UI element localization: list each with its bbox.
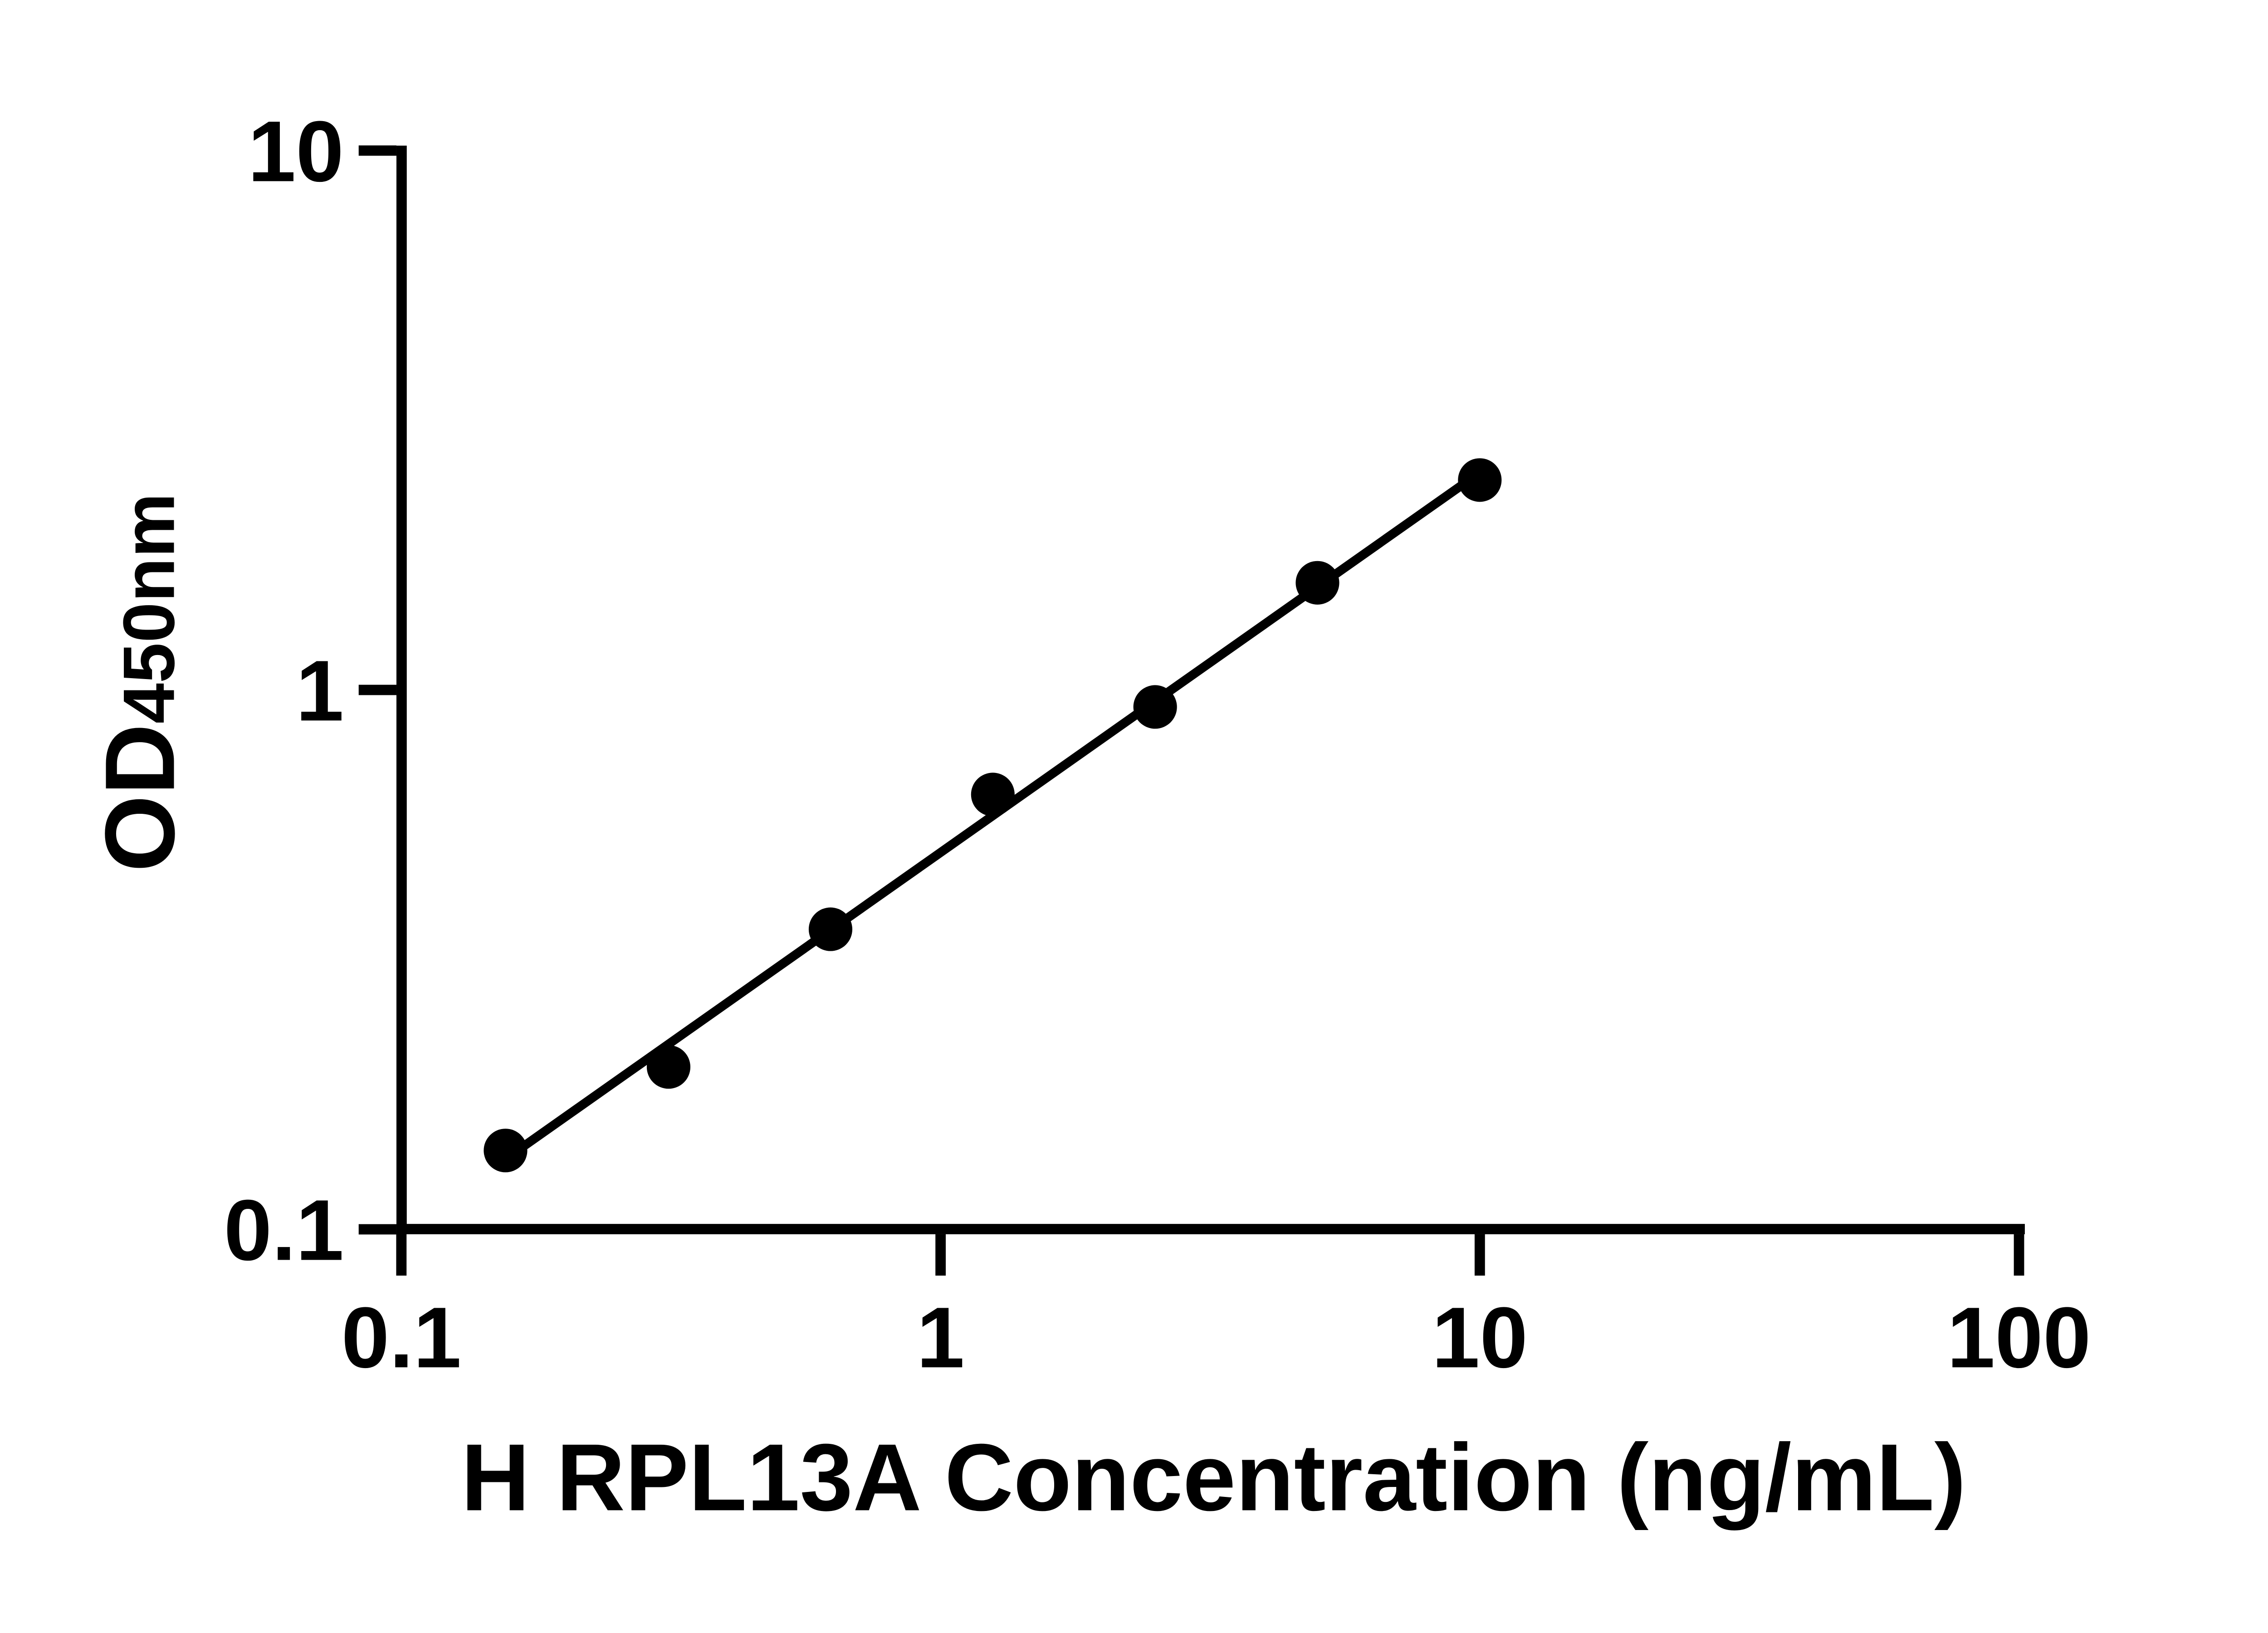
axis-ticks bbox=[358, 145, 2024, 1276]
x-tick bbox=[396, 1234, 407, 1276]
x-tick-label: 0.1 bbox=[342, 1290, 461, 1386]
data-point bbox=[1458, 458, 1502, 502]
y-axis-line bbox=[396, 146, 407, 1234]
y-tick-label: 0.1 bbox=[224, 1182, 344, 1278]
y-tick bbox=[358, 684, 396, 695]
data-point bbox=[484, 1129, 528, 1173]
y-tick-label: 1 bbox=[296, 643, 344, 739]
y-axis-title-main: OD bbox=[85, 724, 195, 872]
y-tick bbox=[358, 1224, 396, 1235]
tick-labels: 10 1 0.1 0.1 1 10 100 bbox=[224, 103, 2091, 1386]
y-axis-title: OD450nm bbox=[85, 493, 195, 872]
axes bbox=[396, 146, 2025, 1234]
data-point bbox=[808, 907, 853, 951]
x-tick-label: 100 bbox=[1947, 1290, 2091, 1386]
x-tick bbox=[2014, 1234, 2024, 1276]
y-tick bbox=[358, 145, 396, 156]
data-point bbox=[1295, 561, 1339, 605]
x-axis-title: H RPL13A Concentration (ng/mL) bbox=[461, 1424, 1966, 1530]
x-tick-label: 1 bbox=[917, 1290, 965, 1386]
y-tick-label: 10 bbox=[248, 103, 344, 200]
x-axis-line bbox=[396, 1224, 2025, 1234]
data-point bbox=[646, 1045, 690, 1089]
x-tick bbox=[1474, 1234, 1485, 1276]
data-point bbox=[971, 772, 1015, 816]
x-tick-label: 10 bbox=[1432, 1290, 1528, 1386]
x-tick bbox=[935, 1234, 946, 1276]
data-series bbox=[484, 458, 1502, 1173]
y-axis-title-subscript: 450nm bbox=[108, 493, 190, 724]
data-point bbox=[1133, 685, 1177, 729]
